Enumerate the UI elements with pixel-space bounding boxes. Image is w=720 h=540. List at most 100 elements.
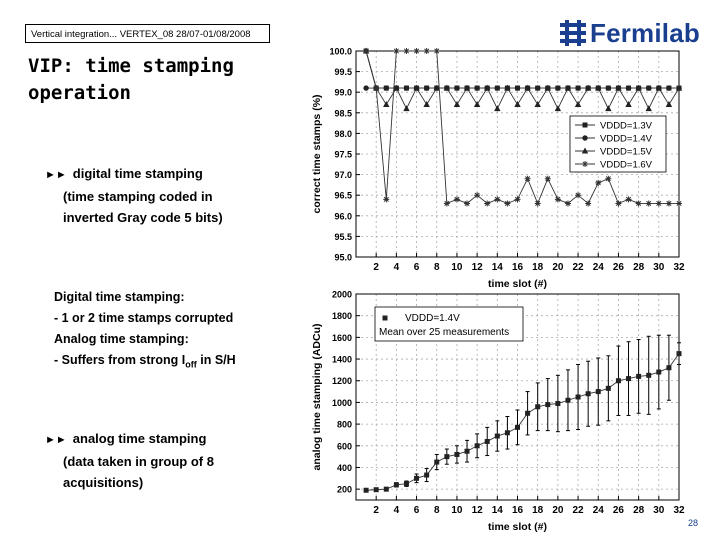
x-tick-label: 14: [492, 505, 504, 516]
y-tick-label: 99.5: [334, 67, 352, 77]
data-point: [615, 84, 622, 91]
series-line: [365, 50, 680, 110]
data-point: [494, 105, 501, 112]
legend-label: Mean over 25 measurements: [379, 327, 509, 338]
data-point: [605, 85, 612, 91]
legend-label: VDDD=1.3V: [600, 121, 653, 132]
bullet-arrow-icon: ►►: [45, 169, 67, 181]
bullet-digital-text-1: digital time stamping: [72, 166, 203, 181]
bullet-arrow-icon: ►►: [45, 434, 67, 446]
data-point: [413, 84, 420, 91]
data-point: [383, 486, 389, 492]
data-point: [564, 84, 572, 91]
data-point: [575, 85, 581, 91]
data-point: [464, 200, 471, 207]
note-line-4: - Suffers from strong Ioff in S/H: [54, 350, 236, 376]
fermilab-logo: Fermilab: [560, 16, 700, 50]
legend-marker: [582, 161, 588, 167]
data-point: [464, 448, 470, 454]
series-line: [365, 50, 679, 89]
note-line-4-sub: off: [185, 359, 197, 370]
data-point: [605, 105, 612, 112]
y-tick-label: 2000: [332, 290, 352, 300]
data-point: [545, 402, 551, 408]
y-tick-label: 96.0: [334, 211, 352, 221]
data-point: [494, 85, 501, 91]
x-tick-label: 16: [512, 262, 524, 273]
x-tick-label: 12: [472, 262, 484, 273]
data-point: [525, 410, 531, 416]
y-tick-label: 96.5: [334, 191, 352, 201]
data-point: [393, 84, 400, 91]
note-line-3: Analog time stamping:: [54, 332, 189, 346]
y-tick-label: 95.0: [334, 253, 352, 263]
legend-box: [374, 306, 524, 342]
x-tick-label: 22: [573, 505, 585, 516]
data-point: [363, 487, 369, 493]
data-point: [494, 196, 501, 203]
data-point: [575, 192, 582, 199]
y-tick-label: 1200: [332, 376, 352, 386]
x-tick-label: 6: [414, 262, 420, 273]
data-point: [565, 397, 571, 403]
data-point: [585, 200, 592, 207]
data-point: [575, 394, 581, 400]
page-number: 28: [688, 518, 699, 528]
bullet-analog-line-1: ►► analog time stamping: [45, 428, 214, 451]
note-line-4-prefix: - Suffers from strong I: [54, 353, 186, 367]
data-point: [514, 101, 521, 108]
x-tick-label: 30: [653, 262, 665, 273]
data-point: [646, 85, 652, 91]
chart-analog-time-stamping: 2 4 6 8 10 12 14 16 18 20 22 24 26 28 30 32200400600800…: [311, 290, 685, 534]
x-tick-label: 10: [451, 505, 463, 516]
note-line-2: - 1 or 2 time stamps corrupted: [54, 311, 234, 325]
data-point: [403, 85, 410, 91]
x-axis-label: time slot (#): [488, 521, 547, 533]
slide-title-line-2: operation: [28, 82, 131, 104]
data-point: [423, 101, 430, 108]
series-VDDD=1.6V: [363, 48, 682, 207]
data-point: [615, 200, 622, 207]
data-point: [666, 365, 672, 371]
data-point: [666, 85, 672, 91]
data-point: [584, 84, 592, 91]
y-tick-label: 99.0: [334, 88, 352, 98]
data-point: [675, 84, 683, 91]
y-tick-label: 1400: [332, 355, 352, 365]
data-point: [434, 459, 440, 465]
data-point: [595, 84, 602, 91]
data-point: [433, 48, 440, 54]
data-point: [524, 84, 531, 91]
data-point: [555, 85, 561, 91]
bullet-digital: ►► digital time stamping (time stamping c…: [45, 163, 223, 228]
series-VDDD=1.4V: [363, 334, 682, 493]
bullet-analog-text-1: analog time stamping: [72, 431, 207, 446]
y-tick-label: 600: [337, 441, 352, 451]
series-line: [366, 353, 680, 491]
x-tick-label: 18: [532, 262, 544, 273]
y-axis-label: correct time stamps (%): [311, 94, 323, 213]
bullet-analog-line-2: (data taken in group of 8: [63, 454, 214, 469]
fermilab-logo-text: Fermilab: [590, 17, 700, 48]
data-point: [414, 475, 420, 481]
data-point: [494, 433, 500, 439]
data-point: [514, 196, 521, 203]
data-point: [443, 84, 451, 91]
data-point: [403, 105, 410, 112]
data-point: [665, 101, 673, 108]
y-tick-label: 97.5: [334, 150, 352, 160]
data-point: [595, 179, 602, 186]
x-tick-label: 26: [613, 262, 625, 273]
data-point: [474, 443, 480, 449]
legend-label: VDDD=1.4V: [405, 313, 460, 324]
data-point: [514, 85, 521, 91]
data-point: [454, 451, 460, 457]
y-tick-label: 1000: [332, 398, 352, 408]
series-VDDD=1.4V: [363, 85, 682, 91]
data-point: [626, 376, 632, 382]
data-point: [463, 84, 471, 91]
x-axis-label: time slot (#): [488, 278, 547, 290]
data-point: [676, 351, 682, 357]
y-tick-label: 800: [337, 420, 352, 430]
data-point: [625, 196, 632, 203]
